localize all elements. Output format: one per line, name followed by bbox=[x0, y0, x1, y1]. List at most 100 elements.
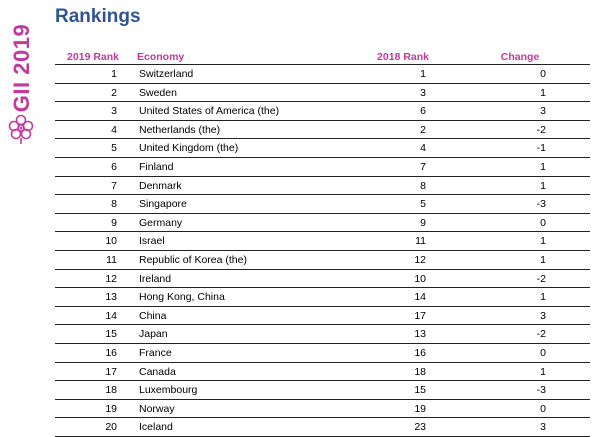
header-economy: Economy bbox=[137, 51, 185, 63]
rank-2018-cell: 1 bbox=[420, 68, 426, 80]
economy-cell: Singapore bbox=[139, 198, 187, 211]
economy-cell: United States of America (the) bbox=[139, 105, 280, 118]
rank-2018-cell: 19 bbox=[414, 402, 426, 415]
rank-2018-cell: 16 bbox=[414, 346, 426, 359]
change-cell: -2 bbox=[536, 123, 546, 136]
change-cell: 1 bbox=[540, 291, 546, 304]
table-row: 10 Israel 11 1 bbox=[55, 232, 590, 251]
table-row: 2 Sweden 3 1 bbox=[55, 84, 590, 103]
table-row: 19 Norway 19 0 bbox=[55, 400, 590, 419]
table-row: 7 Denmark 8 1 bbox=[55, 177, 590, 196]
table-row: 5 United Kingdom (the) 4 -1 bbox=[55, 139, 590, 158]
rankings-table: 2019 Rank Economy 2018 Rank Change 1 Swit… bbox=[55, 50, 590, 437]
change-cell: 1 bbox=[540, 179, 546, 192]
rank-2018-cell: 17 bbox=[414, 309, 426, 322]
change-cell: 3 bbox=[540, 105, 546, 118]
economy-cell: Denmark bbox=[139, 179, 182, 192]
rank-cell: 2 bbox=[111, 86, 117, 99]
economy-cell: Israel bbox=[139, 235, 165, 248]
rank-2018-cell: 10 bbox=[414, 272, 426, 285]
rank-2018-cell: 14 bbox=[414, 291, 426, 304]
table-row: 11 Republic of Korea (the) 12 1 bbox=[55, 251, 590, 270]
economy-cell: Sweden bbox=[139, 86, 177, 99]
rank-cell: 11 bbox=[106, 253, 117, 266]
change-cell: 3 bbox=[540, 309, 546, 322]
rank-cell: 19 bbox=[105, 402, 117, 415]
rank-cell: 9 bbox=[111, 216, 117, 229]
change-cell: 0 bbox=[540, 216, 546, 229]
rank-2018-cell: 5 bbox=[420, 198, 426, 211]
table-row: 1 Switzerland 1 0 bbox=[55, 65, 590, 84]
change-cell: -2 bbox=[536, 328, 546, 341]
change-cell: -2 bbox=[536, 272, 546, 285]
economy-cell: Canada bbox=[139, 365, 176, 378]
rank-cell: 4 bbox=[111, 123, 117, 136]
change-cell: 0 bbox=[540, 346, 546, 359]
rank-cell: 5 bbox=[111, 142, 117, 155]
rank-cell: 14 bbox=[105, 309, 117, 322]
rank-2018-cell: 7 bbox=[420, 160, 426, 173]
table-row: 6 Finland 7 1 bbox=[55, 158, 590, 177]
page-title: Rankings bbox=[55, 6, 141, 27]
brand-side-text: GII 2019 bbox=[9, 23, 34, 113]
rank-cell: 3 bbox=[111, 105, 117, 118]
rank-2018-cell: 23 bbox=[414, 421, 426, 434]
table-row: 4 Netherlands (the) 2 -2 bbox=[55, 121, 590, 140]
economy-cell: Germany bbox=[139, 216, 183, 229]
economy-cell: Netherlands (the) bbox=[139, 123, 221, 136]
rank-cell: 17 bbox=[105, 365, 117, 378]
change-cell: 0 bbox=[540, 402, 546, 415]
rank-cell: 20 bbox=[105, 421, 117, 434]
rank-2018-cell: 15 bbox=[414, 384, 426, 397]
table-row: 15 Japan 13 -2 bbox=[55, 325, 590, 344]
rank-2018-cell: 12 bbox=[414, 253, 426, 266]
economy-cell: Switzerland bbox=[139, 68, 194, 80]
change-cell: 1 bbox=[540, 253, 546, 266]
rank-cell: 7 bbox=[111, 179, 117, 192]
change-cell: 0 bbox=[540, 68, 546, 80]
change-cell: -1 bbox=[536, 142, 546, 155]
change-cell: 1 bbox=[540, 235, 546, 248]
economy-cell: Republic of Korea (the) bbox=[139, 253, 247, 266]
rank-2018-cell: 18 bbox=[414, 365, 426, 378]
table-row: 12 Ireland 10 -2 bbox=[55, 270, 590, 289]
table-row: 20 Iceland 23 3 bbox=[55, 418, 590, 437]
economy-cell: France bbox=[139, 346, 172, 359]
flower-logo-icon bbox=[8, 114, 34, 144]
table-row: 8 Singapore 5 -3 bbox=[55, 195, 590, 214]
table-row: 16 France 16 0 bbox=[55, 344, 590, 363]
rank-cell: 1 bbox=[111, 68, 117, 80]
table-row: 17 Canada 18 1 bbox=[55, 363, 590, 382]
economy-cell: Iceland bbox=[139, 421, 173, 434]
economy-cell: Luxembourg bbox=[139, 384, 198, 397]
table-row: 13 Hong Kong, China 14 1 bbox=[55, 288, 590, 307]
economy-cell: Hong Kong, China bbox=[139, 291, 225, 304]
rank-2018-cell: 4 bbox=[420, 142, 426, 155]
rank-2018-cell: 8 bbox=[420, 179, 426, 192]
header-rank-2018: 2018 Rank bbox=[377, 51, 429, 63]
economy-cell: United Kingdom (the) bbox=[139, 142, 239, 155]
change-cell: 1 bbox=[540, 365, 546, 378]
header-divider bbox=[55, 64, 590, 65]
rank-2018-cell: 6 bbox=[420, 105, 426, 118]
change-cell: 3 bbox=[540, 421, 546, 434]
rank-cell: 18 bbox=[105, 384, 117, 397]
rank-2018-cell: 13 bbox=[414, 328, 426, 341]
change-cell: 1 bbox=[540, 86, 546, 99]
economy-cell: Finland bbox=[139, 160, 174, 173]
rank-2018-cell: 11 bbox=[415, 235, 426, 248]
table-row: 18 Luxembourg 15 -3 bbox=[55, 381, 590, 400]
economy-cell: Norway bbox=[139, 402, 175, 415]
header-rank-2019: 2019 Rank bbox=[67, 51, 119, 63]
economy-cell: China bbox=[139, 309, 167, 322]
rank-2018-cell: 2 bbox=[420, 123, 426, 136]
rank-2018-cell: 3 bbox=[420, 86, 426, 99]
change-cell: -3 bbox=[536, 198, 546, 211]
table-row: 3 United States of America (the) 6 3 bbox=[55, 102, 590, 121]
table-header: 2019 Rank Economy 2018 Rank Change bbox=[55, 50, 590, 64]
change-cell: 1 bbox=[540, 160, 546, 173]
economy-cell: Ireland bbox=[139, 272, 172, 285]
rank-cell: 8 bbox=[111, 198, 117, 211]
side-brand: GII 2019 bbox=[0, 0, 44, 160]
rank-2018-cell: 9 bbox=[420, 216, 426, 229]
